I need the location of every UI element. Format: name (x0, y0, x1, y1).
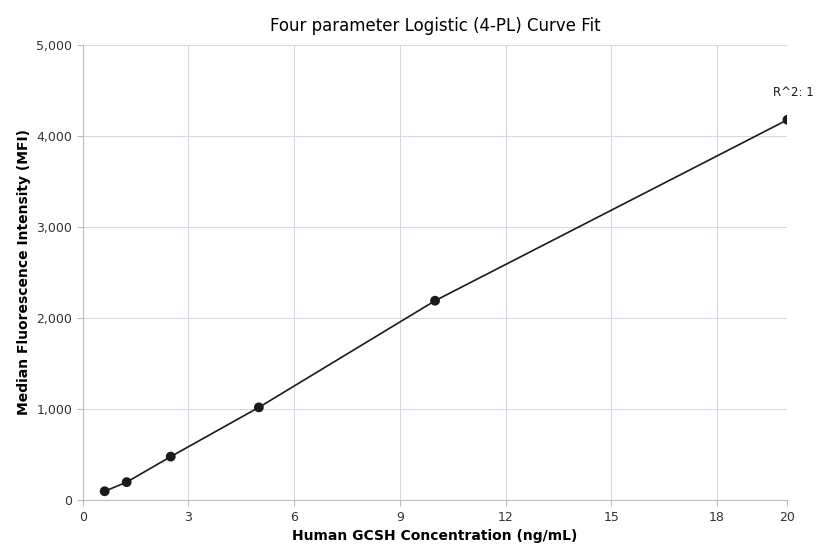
Point (780, 115, 794, 124)
Point (164, 452, 177, 461)
Point (252, 403, 265, 412)
X-axis label: Human GCSH Concentration (ng/mL): Human GCSH Concentration (ng/mL) (292, 529, 577, 543)
Point (98, 487, 111, 496)
Y-axis label: Median Fluorescence Intensity (MFI): Median Fluorescence Intensity (MFI) (17, 129, 31, 416)
Point (120, 478, 133, 487)
Text: R^2: 1: R^2: 1 (774, 86, 815, 99)
Title: Four parameter Logistic (4-PL) Curve Fit: Four parameter Logistic (4-PL) Curve Fit (270, 17, 601, 35)
Point (428, 296, 442, 305)
